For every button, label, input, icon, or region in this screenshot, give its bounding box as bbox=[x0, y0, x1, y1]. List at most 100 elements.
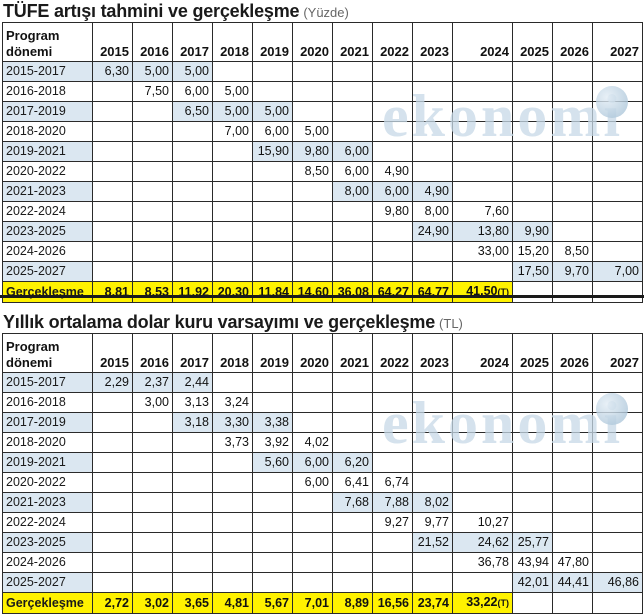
table-cell bbox=[512, 161, 553, 182]
year-header: 2027 bbox=[592, 22, 643, 62]
table-cell bbox=[452, 492, 513, 513]
table-cell: 47,80 bbox=[552, 552, 593, 573]
year-header: 2022 bbox=[372, 22, 413, 62]
table-cell bbox=[452, 121, 513, 142]
table-cell bbox=[372, 532, 413, 553]
table-cell bbox=[252, 492, 293, 513]
year-header: 2020 bbox=[292, 333, 333, 373]
table-row: 2023-2025 24,90 13,80 9,90 bbox=[2, 221, 643, 242]
table-cell bbox=[132, 201, 173, 222]
table-cell bbox=[292, 552, 333, 573]
table-cell: 4,90 bbox=[372, 161, 413, 182]
year-header: 2018 bbox=[212, 333, 253, 373]
program-period-label: 2016-2018 bbox=[2, 81, 93, 102]
table-cell bbox=[452, 261, 513, 282]
table-cell: 6,50 bbox=[172, 101, 213, 122]
table-cell bbox=[332, 432, 373, 453]
table-cell bbox=[132, 552, 173, 573]
table-row: 2025-2027 17,50 9,70 7,00 bbox=[2, 261, 643, 282]
table-cell bbox=[412, 552, 453, 573]
section-divider bbox=[0, 295, 644, 298]
table-cell bbox=[452, 181, 513, 202]
realized-cell: 8,53 bbox=[132, 281, 173, 303]
program-period-label: 2020-2022 bbox=[2, 472, 93, 493]
table-cell: 7,68 bbox=[332, 492, 373, 513]
table-cell bbox=[512, 472, 553, 493]
table-cell bbox=[512, 101, 553, 122]
table-cell bbox=[552, 372, 593, 393]
table-row: 2017-2019 6,50 5,00 5,00 bbox=[2, 101, 643, 122]
table-cell bbox=[512, 81, 553, 102]
table-cell bbox=[512, 201, 553, 222]
table-cell bbox=[212, 552, 253, 573]
table-cell: 44,41 bbox=[552, 572, 593, 593]
table-cell bbox=[252, 221, 293, 242]
header-line: dönemi bbox=[6, 355, 53, 370]
table-cell bbox=[512, 141, 553, 162]
realized-cell: 8,89 bbox=[332, 592, 373, 614]
program-period-label: 2023-2025 bbox=[2, 221, 93, 242]
table-cell bbox=[212, 532, 253, 553]
table-cell: 9,80 bbox=[372, 201, 413, 222]
table-cell: 8,02 bbox=[412, 492, 453, 513]
table-cell: 21,52 bbox=[412, 532, 453, 553]
table-cell bbox=[212, 472, 253, 493]
table-cell bbox=[372, 241, 413, 262]
realized-row: Gerçekleşme 8,81 8,53 11,92 20,30 11,84 14,60 3… bbox=[2, 281, 643, 303]
table-cell: 5,00 bbox=[132, 61, 173, 82]
realized-cell bbox=[512, 281, 553, 303]
realized-cell: 33,22(T) bbox=[452, 592, 513, 614]
usd-unit-label: (TL) bbox=[439, 316, 463, 331]
table-row: 2017-2019 3,18 3,30 3,38 bbox=[2, 412, 643, 433]
program-period-label: 2025-2027 bbox=[2, 261, 93, 282]
program-period-label: 2023-2025 bbox=[2, 532, 93, 553]
realized-value: 7,01 bbox=[304, 595, 329, 610]
table-cell bbox=[512, 512, 553, 533]
table-cell bbox=[252, 61, 293, 82]
table-cell bbox=[172, 181, 213, 202]
table-cell bbox=[252, 201, 293, 222]
program-period-header: Program dönemi bbox=[2, 22, 93, 62]
table-cell bbox=[412, 61, 453, 82]
year-header: 2015 bbox=[92, 22, 133, 62]
program-period-label: 2024-2026 bbox=[2, 552, 93, 573]
table-cell bbox=[252, 472, 293, 493]
table-cell: 46,86 bbox=[592, 572, 643, 593]
table-cell bbox=[412, 372, 453, 393]
table-cell bbox=[252, 532, 293, 553]
table-cell bbox=[92, 472, 133, 493]
table-cell: 6,00 bbox=[332, 161, 373, 182]
table-cell bbox=[92, 261, 133, 282]
table-cell: 3,18 bbox=[172, 412, 213, 433]
table-cell: 7,50 bbox=[132, 81, 173, 102]
table-cell bbox=[452, 372, 513, 393]
table-cell bbox=[212, 201, 253, 222]
table-row: 2023-2025 21,52 24,62 25,77 bbox=[2, 532, 643, 553]
table-cell bbox=[332, 512, 373, 533]
program-period-label: 2025-2027 bbox=[2, 572, 93, 593]
realized-cell: 64,77 bbox=[412, 281, 453, 303]
table-row: 2022-2024 9,27 9,77 10,27 bbox=[2, 512, 643, 533]
table-cell: 9,70 bbox=[552, 261, 593, 282]
table-cell bbox=[92, 412, 133, 433]
realized-cell: 11,92 bbox=[172, 281, 213, 303]
table-cell bbox=[372, 141, 413, 162]
year-header: 2017 bbox=[172, 22, 213, 62]
realized-cell bbox=[552, 281, 593, 303]
cpi-title-text: TÜFE artışı tahmini ve gerçekleşme bbox=[3, 1, 300, 21]
year-header: 2022 bbox=[372, 333, 413, 373]
table-cell bbox=[212, 141, 253, 162]
table-cell: 5,00 bbox=[212, 101, 253, 122]
table-cell bbox=[592, 161, 643, 182]
year-header: 2021 bbox=[332, 22, 373, 62]
table-row: 2024-2026 36,78 43,94 47,80 bbox=[2, 552, 643, 573]
year-header: 2016 bbox=[132, 333, 173, 373]
cpi-table-title: TÜFE artışı tahmini ve gerçekleşme (Yüzde… bbox=[0, 0, 644, 22]
table-cell bbox=[212, 161, 253, 182]
table-cell bbox=[132, 121, 173, 142]
table-row: 2021-2023 8,00 6,00 4,90 bbox=[2, 181, 643, 202]
table-cell bbox=[372, 392, 413, 413]
table-cell bbox=[512, 61, 553, 82]
table-cell bbox=[92, 81, 133, 102]
table-cell: 4,02 bbox=[292, 432, 333, 453]
